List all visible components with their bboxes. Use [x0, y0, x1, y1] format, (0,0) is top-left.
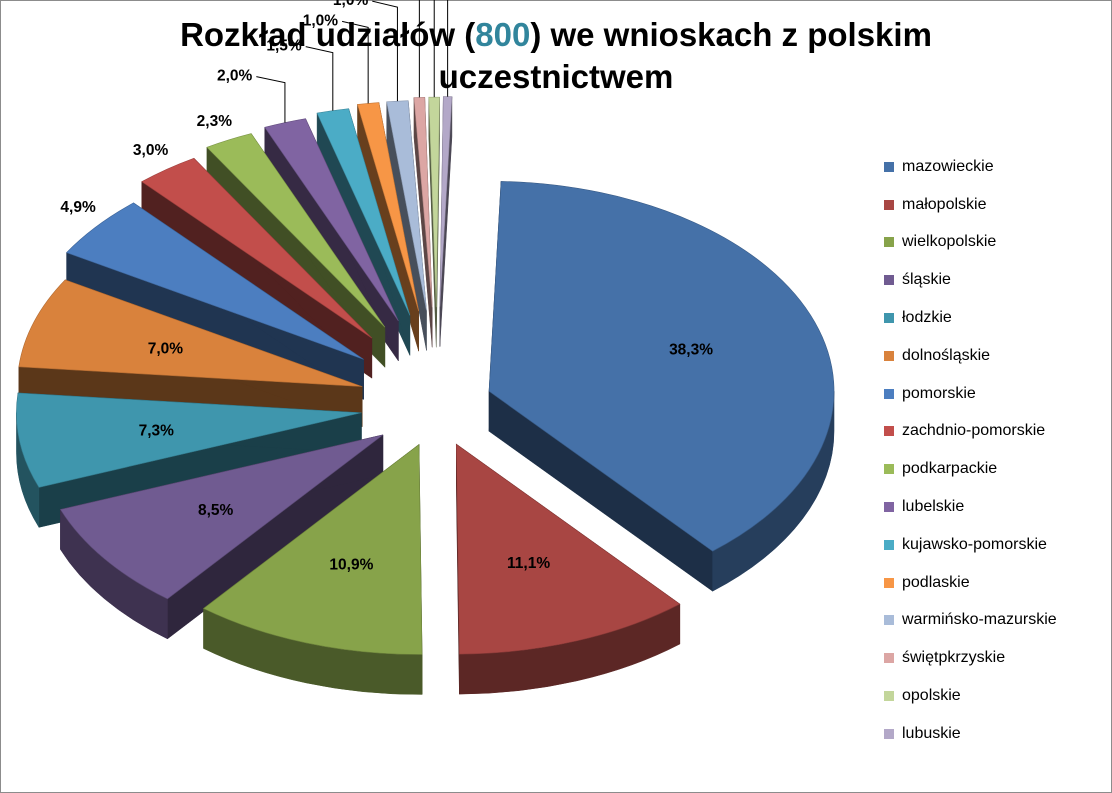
data-label-3: 10,9% [329, 557, 373, 574]
legend-item: mazowieckie [884, 148, 1110, 186]
leader-line [433, 0, 435, 98]
legend-label: świętpkrzyskie [902, 649, 1006, 667]
legend-item: śląskie [884, 261, 1110, 299]
data-label-11: 1,5% [266, 38, 302, 55]
pie-slice-top [141, 157, 373, 339]
leader-line [418, 0, 420, 98]
legend-label: łodzkie [902, 309, 952, 327]
legend-label: małopolskie [902, 195, 987, 213]
legend-label: lubelskie [902, 498, 965, 516]
legend-item: zachdnio-pomorskie [884, 413, 1110, 451]
legend-label: kujawsko-pomorskie [902, 535, 1047, 553]
pie-slice-top [59, 434, 384, 600]
pie-slice-top [439, 96, 453, 307]
legend-label: mazowieckie [902, 157, 994, 175]
legend-item: opolskie [884, 677, 1110, 715]
legend-swatch [884, 539, 894, 550]
legend-swatch [884, 691, 894, 702]
leader-line [256, 76, 286, 123]
pie-slice-top [18, 279, 363, 387]
pie-slice-top [316, 108, 411, 316]
pie-slice-16 [439, 96, 453, 347]
legend-swatch [884, 237, 894, 248]
legend-label: pomorskie [902, 384, 976, 402]
leader-line [372, 0, 398, 102]
title-highlight: 800 [475, 16, 531, 53]
chart-title-line-1: Rozkład udziałów (800) we wnioskach z po… [0, 14, 1112, 56]
data-label-5: 7,3% [139, 423, 175, 440]
pie-slice-4 [59, 434, 384, 640]
legend-item: podkarpackie [884, 450, 1110, 488]
legend-item: wielkopolskie [884, 224, 1110, 262]
legend-label: opolskie [902, 687, 961, 705]
data-label-6: 7,0% [148, 341, 184, 358]
leader-line [447, 0, 449, 97]
data-label-2: 11,1% [507, 555, 550, 572]
legend-swatch [884, 728, 894, 739]
legend-label: lubuskie [902, 724, 961, 742]
pie-slice-14 [413, 96, 433, 348]
data-label-9: 2,3% [197, 113, 233, 130]
legend-item: warmińsko-mazurskie [884, 602, 1110, 640]
legend-item: lubelskie [884, 488, 1110, 526]
legend-label: śląskie [902, 271, 951, 289]
pie-slice-top [202, 443, 423, 655]
legend-swatch [884, 464, 894, 475]
title-suffix: ) we wnioskach z polskim [530, 16, 932, 53]
legend-item: pomorskie [884, 375, 1110, 413]
legend-item: łodzkie [884, 299, 1110, 337]
pie-slice-5 [16, 392, 362, 529]
legend-swatch [884, 577, 894, 588]
chart-title-line-2: uczestnictwem [438, 58, 674, 95]
data-label-7: 4,9% [60, 199, 96, 216]
legend-item: małopolskie [884, 186, 1110, 224]
legend-label: warmińsko-mazurskie [902, 611, 1057, 629]
legend-label: dolnośląskie [902, 346, 991, 364]
legend-item: świętpkrzyskie [884, 639, 1110, 677]
pie-slice-top [264, 118, 399, 322]
legend-label: wielkopolskie [902, 233, 997, 251]
leader-line [305, 46, 334, 111]
legend-swatch [884, 275, 894, 286]
legend-label: podlaskie [902, 573, 970, 591]
pie-slice-12 [357, 102, 419, 352]
legend-swatch [884, 502, 894, 513]
pie-slice-top [206, 133, 386, 328]
pie-slice-3 [202, 443, 423, 695]
data-label-12: 1,0% [303, 12, 339, 29]
pie-slice-15 [428, 96, 440, 348]
legend-swatch [884, 313, 894, 324]
pie-slice-top [66, 202, 364, 360]
pie-slice-top [16, 392, 362, 488]
legend-item: dolnośląskie [884, 337, 1110, 375]
legend-item: lubuskie [884, 715, 1110, 753]
legend-swatch [884, 161, 894, 172]
leader-line [341, 20, 369, 104]
chart-title: Rozkład udziałów (800) we wnioskach z po… [0, 14, 1112, 98]
pie-slice-top [455, 443, 681, 655]
data-label-8: 3,0% [133, 142, 169, 159]
chart-legend: mazowieckie małopolskie wielkopolskie śląsk… [884, 148, 1110, 753]
pie-slice-1 [488, 181, 835, 592]
data-label-4: 8,5% [198, 502, 234, 519]
legend-label: zachdnio-pomorskie [902, 422, 1046, 440]
legend-swatch [884, 199, 894, 210]
legend-swatch [884, 653, 894, 664]
legend-item: kujawsko-pomorskie [884, 526, 1110, 564]
data-label-10: 2,0% [217, 68, 253, 85]
data-label-13: 1,0% [333, 0, 369, 9]
title-prefix: Rozkład udziałów ( [180, 16, 476, 53]
legend-swatch [884, 615, 894, 626]
data-label-1: 38,3% [669, 341, 713, 358]
pie-slice-top [488, 181, 835, 552]
pie-slice-2 [455, 443, 681, 695]
pie-slice-13 [386, 100, 427, 351]
legend-item: podlaskie [884, 564, 1110, 602]
legend-swatch [884, 388, 894, 399]
legend-swatch [884, 350, 894, 361]
legend-label: podkarpackie [902, 460, 998, 478]
legend-swatch [884, 426, 894, 437]
